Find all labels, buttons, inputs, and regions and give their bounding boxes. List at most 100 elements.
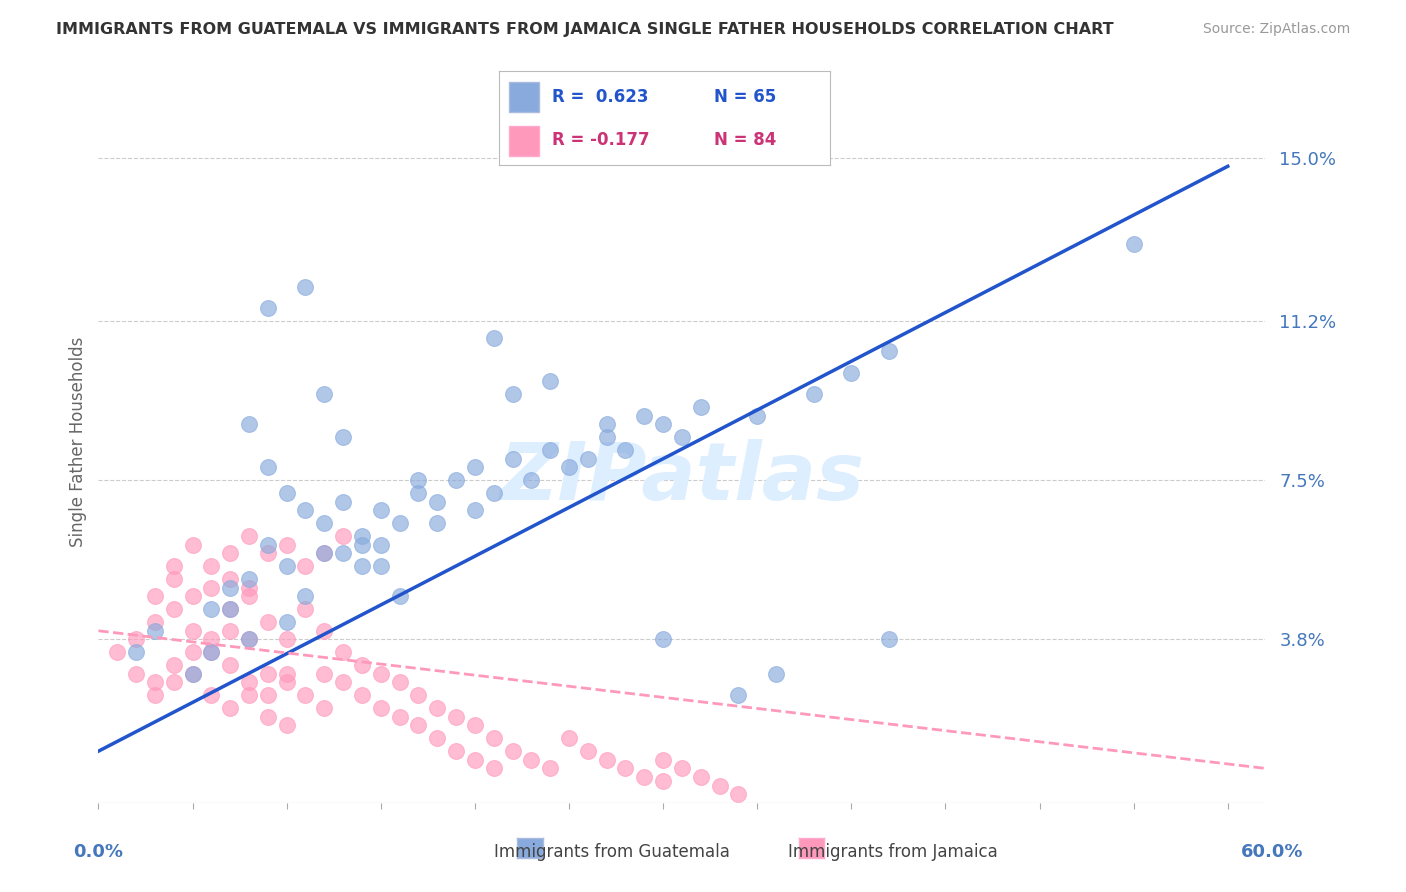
Point: [370, 666, 392, 681]
Point: [219, 602, 242, 616]
Point: [163, 559, 186, 574]
Text: Source: ZipAtlas.com: Source: ZipAtlas.com: [1202, 22, 1350, 37]
Point: [143, 590, 166, 604]
Point: [276, 718, 298, 732]
Point: [370, 538, 392, 552]
Point: [614, 761, 637, 775]
Point: [276, 632, 298, 647]
Point: [520, 473, 543, 487]
Point: [502, 744, 524, 758]
Point: [256, 666, 278, 681]
Point: [538, 761, 561, 775]
Point: [256, 538, 278, 552]
Point: [143, 688, 166, 702]
Point: [388, 710, 411, 724]
Point: [538, 443, 561, 458]
Point: [408, 486, 430, 500]
FancyBboxPatch shape: [509, 82, 538, 112]
Point: [388, 675, 411, 690]
Point: [256, 460, 278, 475]
Point: [143, 624, 166, 638]
Point: [256, 546, 278, 560]
Point: [444, 473, 467, 487]
Point: [444, 744, 467, 758]
Point: [105, 645, 128, 659]
Point: [294, 590, 316, 604]
Text: ZIPatlas: ZIPatlas: [499, 439, 865, 516]
Point: [219, 572, 242, 586]
Point: [256, 615, 278, 630]
Point: [200, 559, 222, 574]
Point: [520, 753, 543, 767]
Point: [219, 701, 242, 715]
Point: [689, 400, 711, 414]
Point: [652, 774, 675, 789]
Point: [408, 718, 430, 732]
Point: [314, 387, 336, 401]
Point: [181, 645, 204, 659]
Point: [652, 632, 675, 647]
Point: [314, 546, 336, 560]
Point: [388, 516, 411, 531]
Point: [238, 581, 260, 595]
Point: [181, 666, 204, 681]
Point: [181, 624, 204, 638]
Point: [181, 538, 204, 552]
Point: [727, 787, 749, 801]
Point: [614, 443, 637, 458]
Point: [294, 688, 316, 702]
Point: [350, 559, 373, 574]
Point: [125, 632, 148, 647]
Text: R = -0.177: R = -0.177: [553, 131, 650, 149]
Point: [482, 486, 505, 500]
Point: [332, 529, 354, 543]
Point: [143, 615, 166, 630]
Point: [350, 688, 373, 702]
Point: [464, 753, 486, 767]
Point: [276, 666, 298, 681]
Point: [276, 486, 298, 500]
Point: [877, 632, 900, 647]
Text: R =  0.623: R = 0.623: [553, 87, 648, 105]
Point: [633, 409, 655, 423]
Point: [238, 590, 260, 604]
Point: [163, 572, 186, 586]
Point: [332, 430, 354, 444]
Point: [595, 430, 617, 444]
Point: [238, 572, 260, 586]
Point: [200, 632, 222, 647]
Point: [689, 770, 711, 784]
Point: [652, 753, 675, 767]
Point: [238, 688, 260, 702]
Point: [877, 344, 900, 359]
Point: [464, 503, 486, 517]
Point: [125, 645, 148, 659]
Point: [276, 559, 298, 574]
Point: [765, 666, 787, 681]
Point: [181, 666, 204, 681]
Point: [482, 331, 505, 345]
Point: [314, 546, 336, 560]
Point: [200, 581, 222, 595]
Point: [238, 632, 260, 647]
Point: [408, 473, 430, 487]
Point: [219, 546, 242, 560]
Point: [803, 387, 825, 401]
Point: [200, 645, 222, 659]
Point: [426, 494, 449, 508]
Point: [482, 731, 505, 746]
Point: [256, 301, 278, 316]
Text: 60.0%: 60.0%: [1241, 843, 1303, 861]
Point: [426, 516, 449, 531]
Point: [747, 409, 769, 423]
Point: [314, 624, 336, 638]
Point: [388, 590, 411, 604]
Point: [558, 731, 581, 746]
Point: [482, 761, 505, 775]
Point: [538, 375, 561, 389]
Point: [332, 675, 354, 690]
Point: [163, 658, 186, 673]
Text: Immigrants from Jamaica: Immigrants from Jamaica: [787, 843, 998, 861]
Point: [219, 658, 242, 673]
Point: [408, 688, 430, 702]
